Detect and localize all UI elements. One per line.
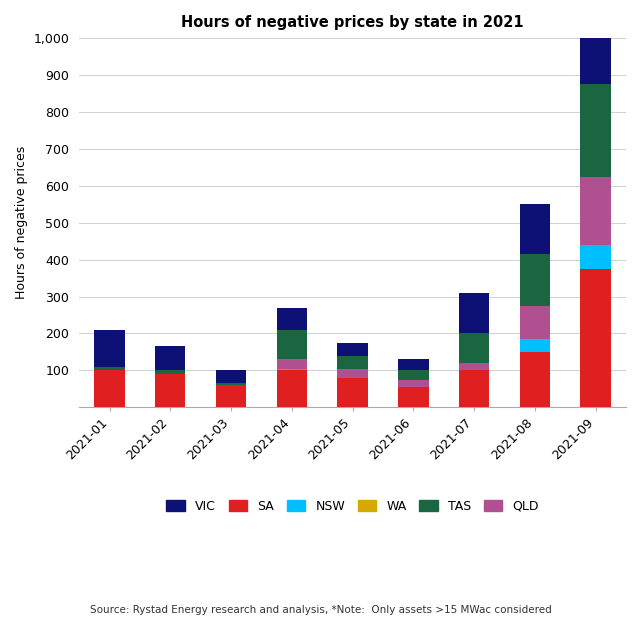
Legend: VIC, SA, NSW, WA, TAS, QLD: VIC, SA, NSW, WA, TAS, QLD (162, 495, 544, 518)
Bar (337, 368, 368, 378)
Bar (277, 370, 307, 407)
Bar (216, 385, 246, 407)
Bar (337, 342, 368, 355)
Text: Source: Rystad Energy research and analysis, *Note:  Only assets >15 MWac consid: Source: Rystad Energy research and analy… (90, 605, 551, 615)
Bar (398, 370, 429, 379)
Bar (520, 306, 550, 339)
Bar (459, 370, 489, 407)
Bar (581, 84, 611, 177)
Bar (581, 245, 611, 269)
Bar (398, 379, 429, 387)
Bar (337, 355, 368, 368)
Bar (216, 383, 246, 385)
Bar (277, 368, 307, 369)
Bar (216, 370, 246, 383)
Bar (520, 339, 550, 352)
Bar (459, 363, 489, 370)
Bar (277, 359, 307, 368)
Bar (520, 352, 550, 407)
Bar (155, 374, 185, 407)
Bar (155, 346, 185, 370)
Bar (155, 370, 185, 374)
Bar (398, 387, 429, 407)
Bar (459, 334, 489, 363)
Y-axis label: Hours of negative prices: Hours of negative prices (15, 146, 28, 299)
Bar (581, 1, 611, 84)
Bar (398, 359, 429, 370)
Bar (581, 177, 611, 245)
Bar (337, 378, 368, 407)
Bar (520, 254, 550, 306)
Bar (459, 293, 489, 334)
Bar (277, 308, 307, 330)
Bar (94, 366, 125, 370)
Bar (520, 204, 550, 254)
Bar (277, 330, 307, 359)
Bar (94, 330, 125, 366)
Bar (581, 269, 611, 407)
Bar (277, 369, 307, 370)
Title: Hours of negative prices by state in 2021: Hours of negative prices by state in 202… (181, 15, 524, 30)
Bar (94, 370, 125, 407)
